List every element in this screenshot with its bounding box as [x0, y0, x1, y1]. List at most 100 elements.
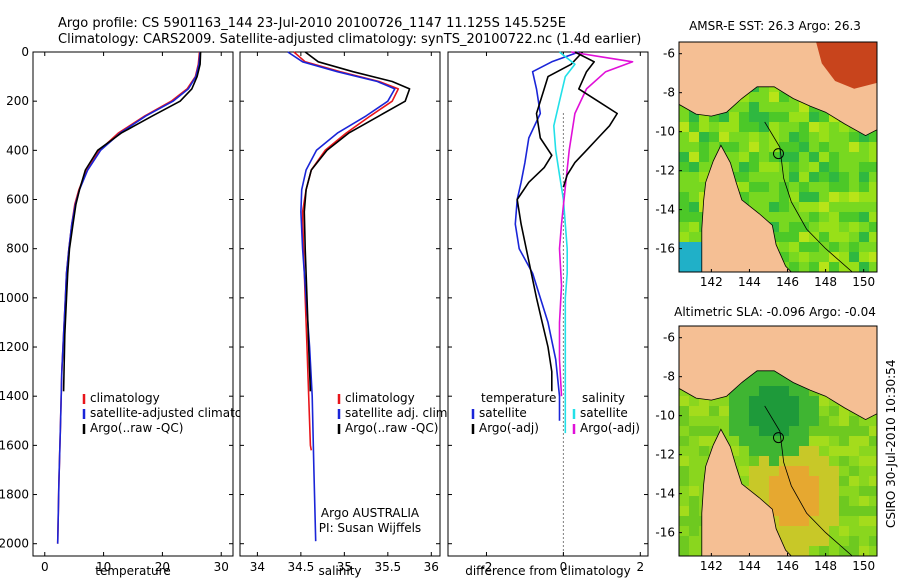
map-cell	[679, 396, 690, 407]
map-cell	[779, 406, 790, 417]
map-cell	[789, 506, 800, 517]
map-cell	[779, 396, 790, 407]
map-cell	[849, 172, 860, 183]
map-cell	[729, 112, 740, 123]
map-cell	[699, 182, 710, 193]
legend-title-salinity: salinity	[582, 391, 625, 405]
map-cell	[679, 112, 690, 123]
y-tick-label: -10	[655, 409, 675, 423]
map-cell	[789, 426, 800, 437]
map-cell	[759, 202, 770, 213]
map-cell	[769, 506, 780, 517]
map-cell	[789, 516, 800, 527]
map-cell	[839, 202, 850, 213]
map-cell	[799, 476, 810, 487]
map-cell	[849, 426, 860, 437]
map-cell	[859, 466, 870, 477]
map-cell	[849, 416, 860, 427]
map-cell	[819, 222, 830, 233]
map-cell	[769, 376, 780, 387]
legend-label: satellite-adjusted climatology	[90, 406, 268, 420]
map-cell	[799, 526, 810, 537]
legend-label: Argo(..raw -QC)	[345, 421, 438, 435]
map-cell	[869, 546, 877, 556]
map-cell	[849, 436, 860, 447]
map-cell	[739, 172, 750, 183]
map-cell	[819, 406, 830, 417]
map-cell	[829, 182, 840, 193]
x-tick-label: 0	[560, 560, 568, 574]
map-cell	[759, 466, 770, 477]
y-tick-label: 400	[6, 143, 29, 157]
map-cell	[859, 546, 870, 556]
map-cell	[789, 476, 800, 487]
map-cell	[779, 222, 790, 233]
map-cell	[689, 212, 700, 223]
map-cell	[869, 262, 877, 272]
map-cell	[839, 252, 850, 263]
map-cell	[859, 212, 870, 223]
map-cell	[809, 476, 820, 487]
map-cell	[809, 446, 820, 457]
map-cell	[779, 122, 790, 133]
map-cell	[689, 162, 700, 173]
y-tick-label: -8	[663, 370, 675, 384]
map-cell	[679, 456, 690, 467]
series-line	[558, 51, 634, 397]
map-cell	[699, 466, 710, 477]
map-cell	[819, 202, 830, 213]
map-cell	[739, 376, 750, 387]
map-cell	[839, 406, 850, 417]
map-cell	[849, 182, 860, 193]
y-tick-label: -6	[663, 331, 675, 345]
map-cell	[769, 202, 780, 213]
map-cell	[869, 242, 877, 253]
map-cell	[679, 242, 690, 253]
map-cell	[709, 112, 720, 123]
plot-frame	[32, 51, 234, 557]
map-cell	[839, 546, 850, 556]
map-cell	[809, 436, 820, 447]
map-cell	[799, 466, 810, 477]
map-cell	[859, 456, 870, 467]
map-cell	[819, 152, 830, 163]
map-cell	[779, 172, 790, 183]
map-cell	[749, 172, 760, 183]
map-cell	[869, 202, 877, 213]
map-cell	[689, 476, 700, 487]
map-cell	[749, 152, 760, 163]
difference-panel: -2 0 2 difference from climatology temperatu…	[447, 51, 649, 578]
map-cell	[809, 182, 820, 193]
map-cell	[729, 436, 740, 447]
map-cell	[789, 396, 800, 407]
map-cell	[849, 456, 860, 467]
map-cell	[819, 476, 830, 487]
map-cell	[789, 232, 800, 243]
map-cell	[869, 192, 877, 203]
map-cell	[819, 546, 830, 556]
map-cell	[719, 416, 730, 427]
map-cell	[849, 486, 860, 497]
map-cell	[729, 406, 740, 417]
map-cell	[779, 142, 790, 153]
x-tick-label: 144	[738, 559, 761, 573]
map-cell	[799, 252, 810, 263]
argo-position-marker	[772, 148, 784, 160]
map-cell	[749, 182, 760, 193]
map-cell	[829, 496, 840, 507]
map-cell	[789, 182, 800, 193]
map-cell	[869, 132, 877, 143]
sst-warm-region	[816, 42, 877, 89]
map-cell	[729, 152, 740, 163]
map-cell	[819, 396, 830, 407]
depth-contour	[764, 121, 853, 272]
map-cell	[839, 142, 850, 153]
y-tick-label: 1200	[0, 340, 29, 354]
sst-map-title: AMSR-E SST: 26.3 Argo: 26.3	[689, 19, 861, 33]
x-tick-label: 150	[852, 275, 875, 289]
map-cell	[679, 436, 690, 447]
map-cell	[809, 466, 820, 477]
map-cell	[739, 122, 750, 133]
map-cell	[759, 82, 770, 93]
map-cell	[689, 112, 700, 123]
